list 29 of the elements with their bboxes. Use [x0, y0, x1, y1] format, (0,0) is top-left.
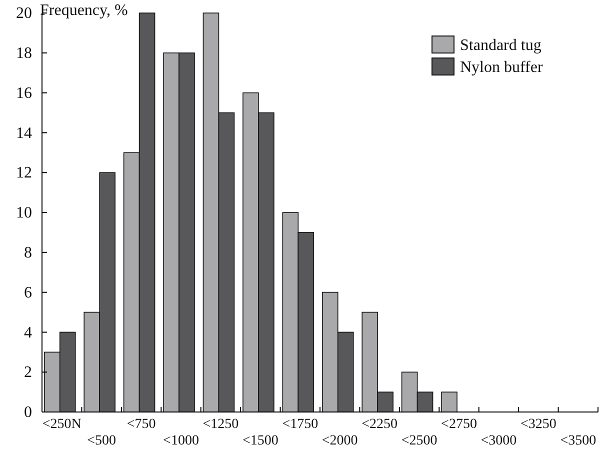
y-tick-label: 10 [16, 204, 32, 222]
y-tick-label: 12 [16, 164, 32, 182]
legend-label: Nylon buffer [460, 59, 544, 76]
y-tick-label: 2 [24, 364, 32, 382]
x-tick-label: <3250 [520, 416, 556, 432]
y-tick-label: 18 [16, 45, 32, 62]
x-tick-label: <1000 [163, 434, 199, 449]
y-tick-label: 8 [24, 244, 32, 262]
y-axis-title: Frequency, % [40, 2, 128, 19]
x-tick-label: <3000 [480, 434, 517, 449]
x-tick-label: <2250 [362, 416, 398, 432]
y-tick-label: 20 [16, 5, 32, 22]
y-tick-label: 6 [24, 284, 32, 302]
x-tick-label: <500 [87, 434, 116, 449]
legend-label: Standard tug [460, 37, 542, 54]
bar [441, 392, 458, 412]
x-tick-label: <750 [126, 416, 156, 432]
x-tick-label: <1250 [202, 416, 239, 432]
x-tick-label: <3500 [560, 434, 596, 449]
x-tick-label: <2500 [401, 434, 438, 449]
y-tick-label: 0 [24, 404, 32, 422]
y-tick-label: 4 [24, 324, 32, 342]
x-tick-label: <250N [42, 416, 82, 432]
y-tick-label: 16 [16, 84, 32, 102]
x-tick-label: <1500 [242, 434, 278, 449]
x-tick-label: <1750 [282, 416, 318, 432]
y-tick-label: 14 [16, 124, 32, 142]
x-tick-label: <2750 [441, 416, 477, 432]
x-tick-label: <2000 [322, 434, 358, 449]
